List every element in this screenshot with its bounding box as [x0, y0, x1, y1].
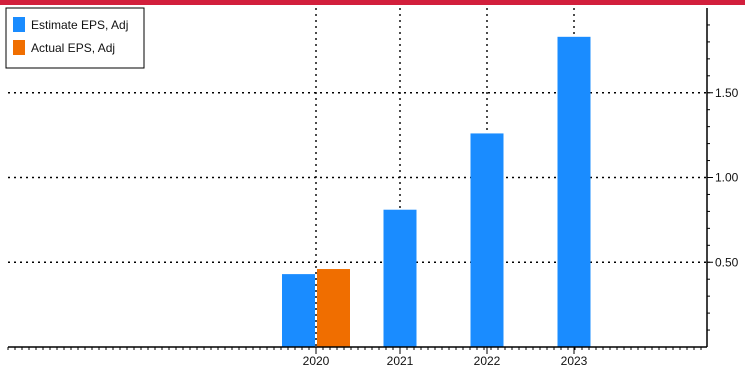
bar-estimate-2022	[470, 133, 504, 347]
y-tick-label: 0.50	[715, 255, 739, 269]
legend-swatch-estimate	[13, 17, 25, 32]
legend: Estimate EPS, Adj Actual EPS, Adj	[5, 7, 145, 69]
x-tick-label-2021: 2021	[387, 354, 414, 368]
y-tick-label: 1.00	[715, 171, 739, 185]
bar-actual-2020	[317, 269, 350, 347]
legend-label-actual: Actual EPS, Adj	[31, 41, 115, 55]
top-accent-bar	[0, 0, 745, 5]
x-tick-label-2023: 2023	[561, 354, 588, 368]
bars	[282, 36, 591, 347]
bar-estimate-2023	[557, 36, 591, 347]
bar-estimate-2021	[383, 209, 417, 347]
x-tick-label-2022: 2022	[474, 354, 501, 368]
axes: 0.50 1.00 1.50 2020 2021 2022 2023	[7, 8, 739, 368]
legend-swatch-actual	[13, 40, 25, 55]
y-tick-label: 1.50	[715, 86, 739, 100]
legend-label-estimate: Estimate EPS, Adj	[31, 18, 128, 32]
legend-box	[5, 7, 145, 69]
x-tick-label-2020: 2020	[303, 354, 330, 368]
bar-estimate-2020	[282, 274, 315, 347]
